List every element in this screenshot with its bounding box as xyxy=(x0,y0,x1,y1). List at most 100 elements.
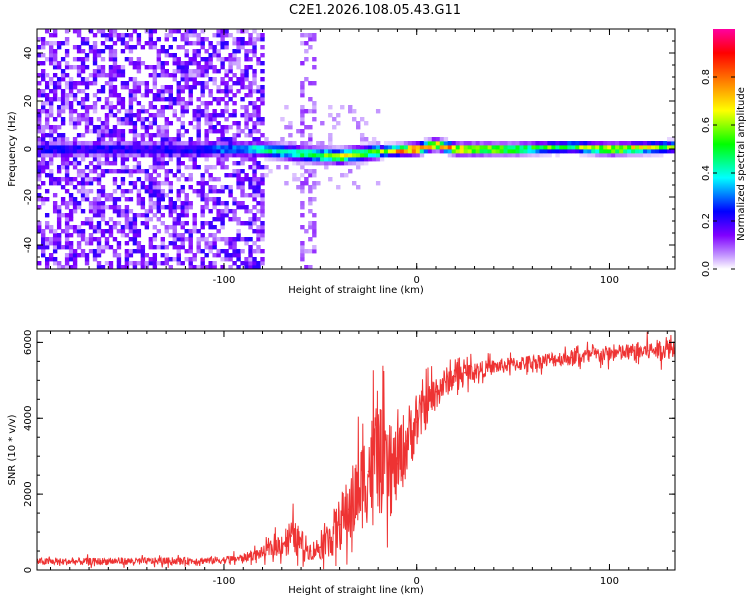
heat-cell xyxy=(152,165,158,170)
heat-cell xyxy=(80,177,86,182)
heat-cell xyxy=(37,161,42,166)
heat-cell xyxy=(308,133,313,138)
heat-cell xyxy=(200,113,205,118)
heat-cell xyxy=(176,221,181,226)
heat-cell xyxy=(196,33,201,38)
colorbar-tick-label: 0.8 xyxy=(701,69,712,85)
heat-cell xyxy=(48,169,54,174)
heat-cell xyxy=(208,221,213,226)
heat-cell xyxy=(116,73,122,78)
heat-cell xyxy=(371,145,377,150)
heat-cell xyxy=(356,121,361,126)
heat-cell xyxy=(363,141,369,146)
heat-cell xyxy=(37,229,42,234)
heat-cell xyxy=(140,201,146,206)
heat-cell xyxy=(156,37,162,42)
heat-cell xyxy=(112,149,118,154)
heat-cell xyxy=(455,149,461,154)
heat-cell xyxy=(180,261,185,266)
heat-cell xyxy=(132,221,138,226)
heat-cell xyxy=(320,121,325,126)
heat-cell xyxy=(116,245,122,250)
heat-cell xyxy=(84,173,90,178)
heat-cell xyxy=(92,229,98,234)
heat-cell xyxy=(144,125,150,130)
heat-cell xyxy=(192,161,197,166)
heat-cell xyxy=(180,125,185,130)
heat-cell xyxy=(108,205,114,210)
heat-cell xyxy=(92,257,98,262)
heat-cell xyxy=(184,129,189,134)
heat-cell xyxy=(40,133,46,138)
heat-cell xyxy=(64,105,70,110)
heat-cell xyxy=(248,141,253,146)
heat-cell xyxy=(296,161,301,166)
heat-cell xyxy=(260,257,265,262)
heat-cell xyxy=(128,173,134,178)
heat-cell xyxy=(84,57,90,62)
heat-cell xyxy=(435,141,441,146)
heat-cell xyxy=(80,97,86,102)
heat-cell xyxy=(76,89,82,94)
heat-cell xyxy=(220,141,225,146)
heat-cell xyxy=(411,153,417,158)
heat-cell xyxy=(300,257,305,262)
heat-cell xyxy=(212,65,217,70)
heat-cell xyxy=(120,153,126,158)
heat-cell xyxy=(288,145,293,150)
heat-cell xyxy=(300,85,305,90)
heat-cell xyxy=(152,145,158,150)
heat-cell xyxy=(37,197,42,202)
heat-cell xyxy=(80,57,86,62)
heat-cell xyxy=(104,105,110,110)
heat-cell xyxy=(196,265,201,269)
heat-cell xyxy=(200,93,205,98)
heat-cell xyxy=(168,29,173,34)
heat-cell xyxy=(112,221,118,226)
heat-cell xyxy=(332,117,337,122)
heat-cell xyxy=(37,61,42,66)
heat-cell xyxy=(260,249,265,254)
heat-cell xyxy=(212,253,217,258)
heat-cell xyxy=(64,85,70,90)
heat-cell xyxy=(168,153,173,158)
heat-cell xyxy=(164,193,169,198)
heat-cell xyxy=(583,149,588,154)
heat-cell xyxy=(160,157,165,162)
heat-cell xyxy=(184,145,189,150)
heat-cell xyxy=(196,53,201,58)
heat-cell xyxy=(84,125,90,130)
heat-cell xyxy=(164,177,169,182)
heat-cell xyxy=(292,157,297,162)
heat-cell xyxy=(379,157,385,162)
heat-cell xyxy=(248,85,253,90)
heat-cell xyxy=(272,145,277,150)
heat-cell xyxy=(168,105,173,110)
heat-cell xyxy=(136,261,142,266)
heat-cell xyxy=(148,201,154,206)
heat-cell xyxy=(124,157,130,162)
heat-cell xyxy=(248,225,253,230)
heat-cell xyxy=(503,141,508,146)
heat-cell xyxy=(104,45,110,50)
heat-cell xyxy=(144,209,150,214)
heat-cell xyxy=(264,153,269,158)
heat-cell xyxy=(168,241,173,246)
heat-cell xyxy=(236,37,241,42)
heat-cell xyxy=(248,93,253,98)
heat-cell xyxy=(100,265,106,269)
heat-cell xyxy=(156,53,162,58)
heat-cell xyxy=(607,145,612,150)
heat-cell xyxy=(120,233,126,238)
heat-cell xyxy=(156,157,162,162)
heat-cell xyxy=(308,161,313,166)
heat-cell xyxy=(96,53,102,58)
heat-cell xyxy=(252,217,257,222)
heat-cell xyxy=(56,165,62,170)
heat-cell xyxy=(120,181,126,186)
heat-cell xyxy=(80,157,86,162)
heat-cell xyxy=(100,249,106,254)
heat-cell xyxy=(140,117,146,122)
heat-cell xyxy=(248,37,253,42)
heat-cell xyxy=(148,137,154,142)
